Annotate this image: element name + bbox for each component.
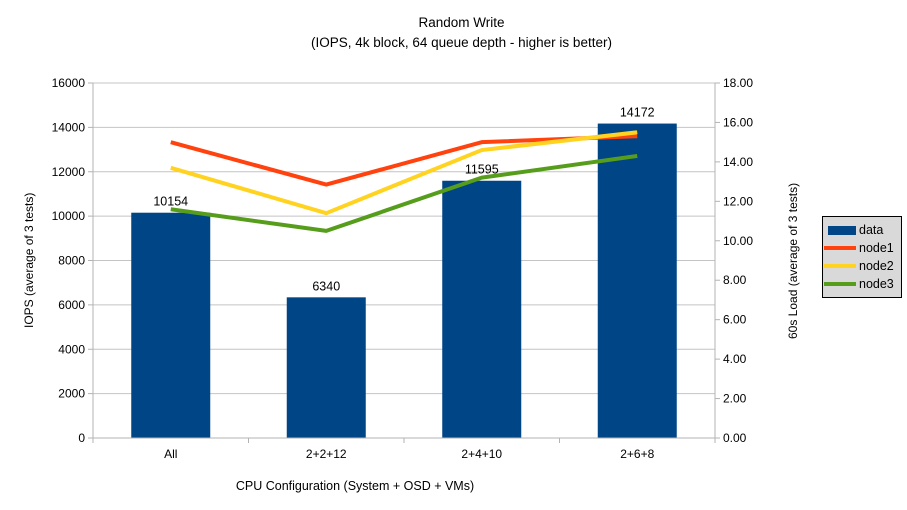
x-axis-tick-label: 2+4+10 bbox=[461, 447, 502, 461]
legend-label: node2 bbox=[859, 259, 894, 273]
chart-subtitle: (IOPS, 4k block, 64 queue depth - higher… bbox=[311, 35, 612, 50]
left-axis-tick-label: 2000 bbox=[58, 387, 85, 401]
left-axis-tick-label: 0 bbox=[78, 431, 85, 445]
line-node3 bbox=[170, 153, 638, 233]
right-axis-tick-label: 8.00 bbox=[723, 273, 747, 287]
left-axis-tick-label: 8000 bbox=[58, 254, 85, 268]
bar-value-label: 14172 bbox=[620, 106, 655, 120]
right-axis-tick-label: 6.00 bbox=[723, 313, 747, 327]
legend-swatch-data bbox=[828, 225, 856, 235]
left-axis-tick-label: 16000 bbox=[52, 76, 86, 90]
legend-item-node2: node2 bbox=[824, 257, 899, 275]
bar-data bbox=[131, 212, 211, 438]
chart-title: Random Write bbox=[418, 15, 505, 30]
legend-swatch-node3 bbox=[824, 282, 856, 286]
x-axis-tick-label: 2+2+12 bbox=[306, 447, 347, 461]
line-node1 bbox=[170, 134, 638, 187]
legend-label: node3 bbox=[859, 277, 894, 291]
legend-item-node1: node1 bbox=[824, 239, 899, 257]
bar-data bbox=[286, 297, 366, 438]
left-axis-title: IOPS (average of 3 tests) bbox=[22, 192, 36, 329]
bar-data bbox=[597, 123, 677, 438]
title-block: Random Write (IOPS, 4k block, 64 queue d… bbox=[93, 13, 830, 53]
bar-value-label: 11595 bbox=[465, 163, 499, 177]
right-axis-tick-label: 4.00 bbox=[723, 352, 747, 366]
right-axis-tick-label: 0.00 bbox=[723, 431, 747, 445]
legend-label: node1 bbox=[859, 241, 894, 255]
line-node2 bbox=[170, 130, 638, 216]
left-axis-tick-label: 4000 bbox=[58, 342, 85, 356]
legend-swatch-node2 bbox=[824, 264, 856, 268]
legend-label: data bbox=[859, 223, 884, 237]
legend-item-node3: node3 bbox=[824, 275, 899, 293]
bar-data bbox=[442, 180, 522, 438]
bar-value-label: 10154 bbox=[153, 195, 188, 209]
legend-item-data: data bbox=[824, 221, 899, 239]
right-axis-tick-label: 12.00 bbox=[723, 194, 753, 208]
left-axis-tick-label: 6000 bbox=[58, 298, 85, 312]
left-axis-tick-label: 12000 bbox=[52, 165, 86, 179]
bar-value-label: 6340 bbox=[312, 279, 340, 293]
right-axis-tick-label: 14.00 bbox=[723, 155, 753, 169]
legend-swatch-node1 bbox=[824, 246, 856, 250]
legend: data node1 node2 node3 bbox=[822, 216, 902, 298]
x-axis-tick-label: 2+6+8 bbox=[620, 447, 654, 461]
x-axis-tick-label: All bbox=[164, 447, 177, 461]
right-axis-tick-label: 10.00 bbox=[723, 234, 753, 248]
x-axis-title: CPU Configuration (System + OSD + VMs) bbox=[235, 479, 475, 493]
left-axis-tick-label: 14000 bbox=[52, 120, 86, 134]
left-axis-tick-label: 10000 bbox=[52, 209, 86, 223]
right-axis-title: 60s Load (average of 3 tests) bbox=[786, 182, 800, 339]
right-axis-tick-label: 16.00 bbox=[723, 115, 753, 129]
right-axis-tick-label: 2.00 bbox=[723, 392, 747, 406]
right-axis-tick-label: 18.00 bbox=[723, 76, 753, 90]
